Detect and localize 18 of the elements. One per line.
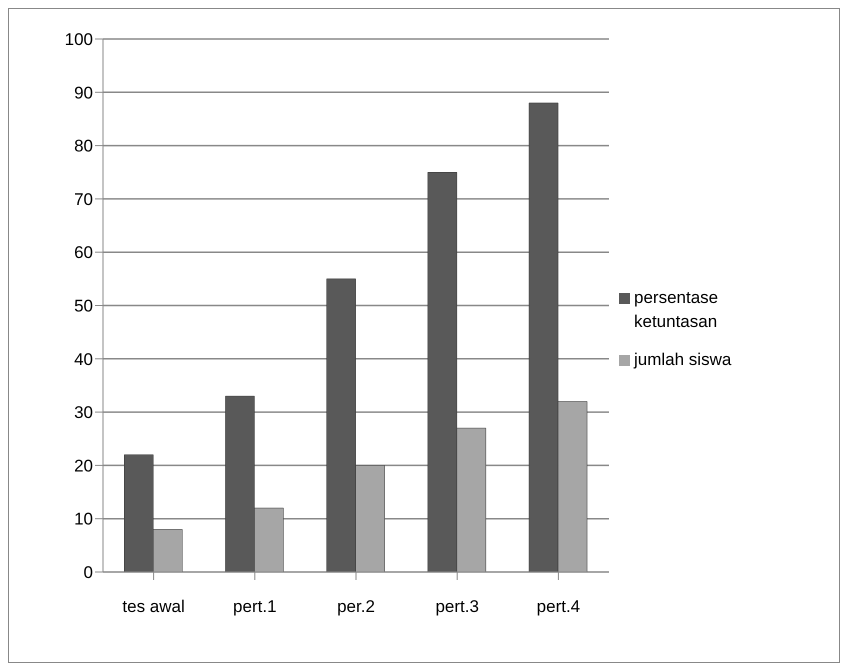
y-tick-label: 80 [74, 136, 93, 156]
x-tick-label: pert.3 [435, 597, 479, 616]
y-tick-label: 20 [74, 456, 93, 476]
legend-label: jumlah siswa [634, 348, 732, 370]
x-tick-label: tes awal [122, 597, 185, 616]
y-tick-label: 40 [74, 350, 93, 369]
y-tick-label: 0 [84, 563, 93, 582]
y-tick-label: 90 [74, 83, 93, 102]
y-tick-label: 100 [64, 30, 93, 50]
x-tick-label: pert.1 [233, 597, 277, 616]
y-tick-label: 30 [74, 403, 93, 422]
x-tick-label: pert.4 [536, 597, 580, 616]
y-tick-label: 70 [74, 190, 93, 209]
legend-label: persentase ketuntasan [634, 286, 720, 332]
y-tick-label: 60 [74, 243, 93, 262]
x-tick-label: per.2 [337, 597, 375, 616]
y-tick-label: 50 [74, 296, 93, 316]
y-tick-label: 10 [74, 510, 93, 529]
